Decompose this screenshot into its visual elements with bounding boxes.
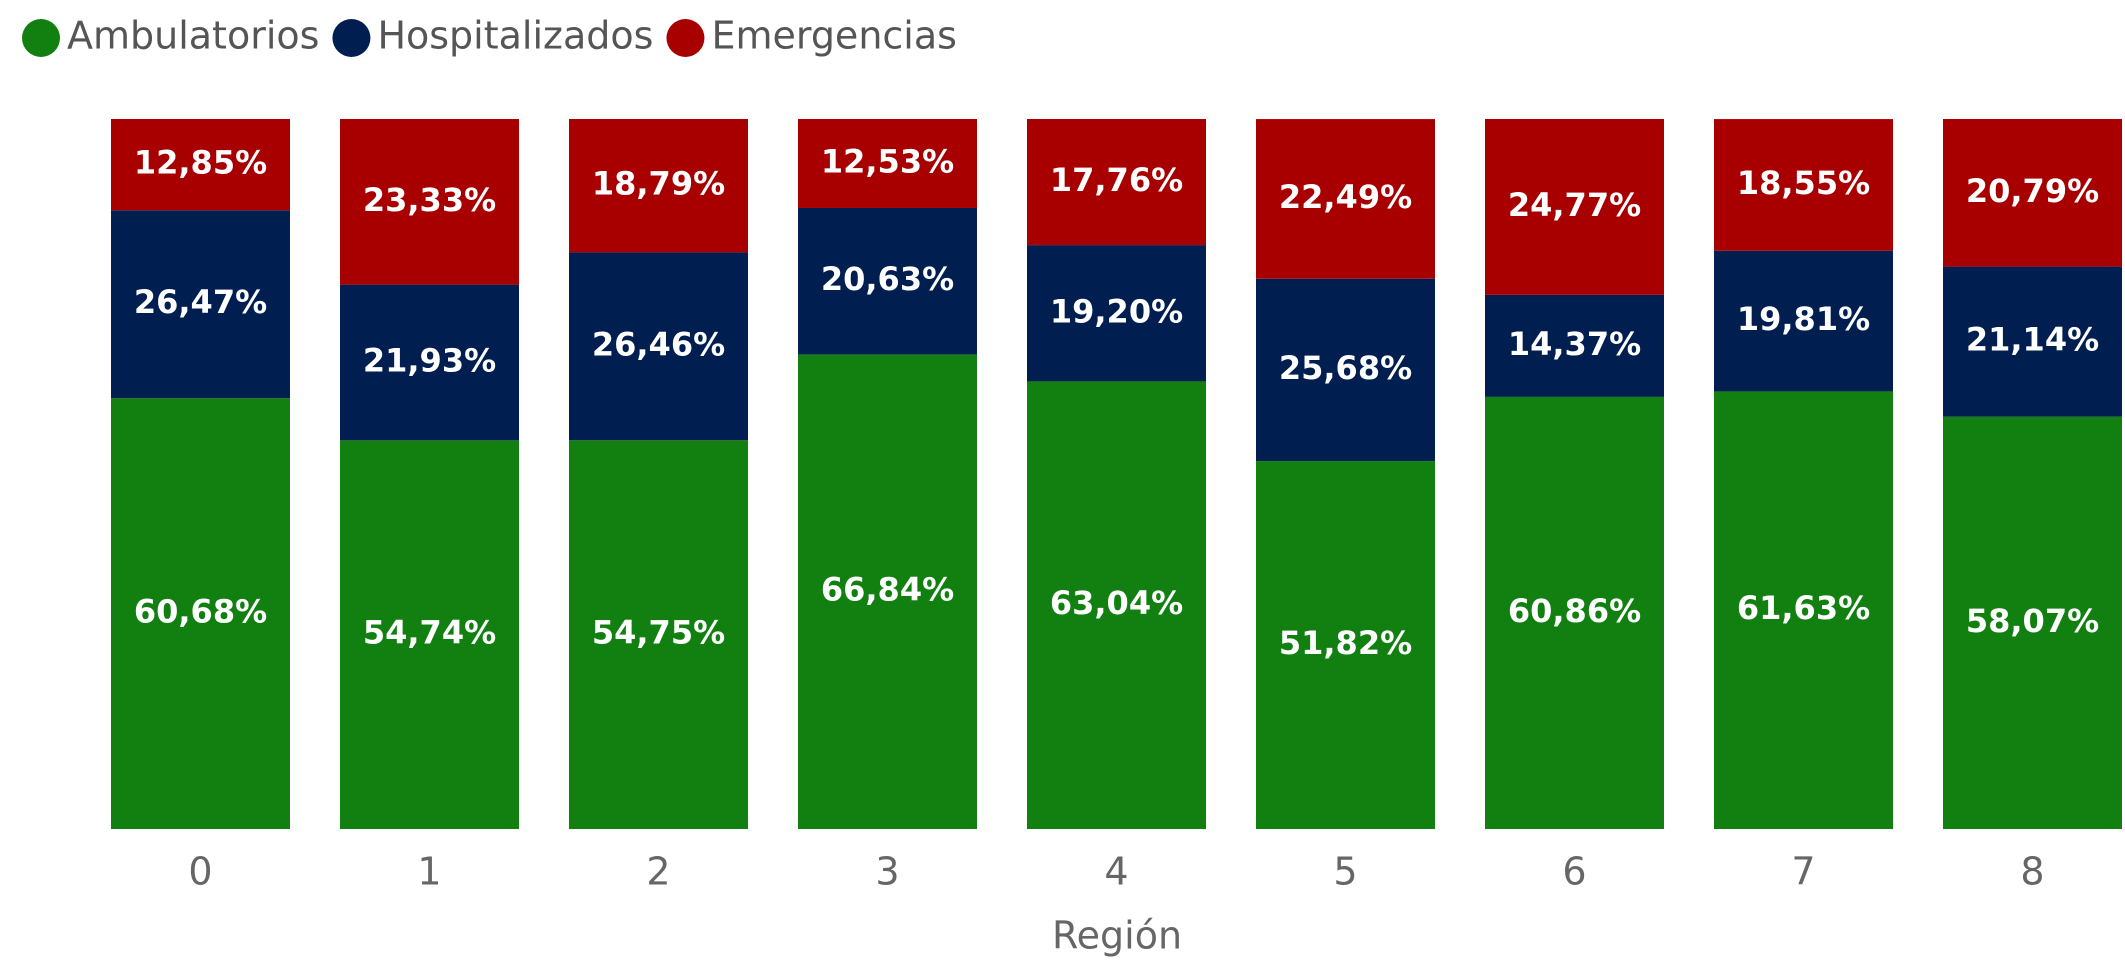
data-label: 19,20% [1050,292,1183,330]
bar-segment [1256,461,1435,829]
data-label: 21,14% [1966,321,2099,359]
data-label: 63,04% [1050,584,1183,622]
legend-label: Emergencias [711,14,956,58]
bar-segment [1714,250,1893,392]
data-label: 58,07% [1966,602,2099,640]
bar-segment [111,119,290,211]
data-label: 60,86% [1508,592,1641,630]
data-label: 17,76% [1050,161,1183,199]
x-tick-label: 2 [646,850,670,894]
bar-segment [340,440,519,829]
data-label: 54,75% [592,614,725,652]
data-label: 12,85% [134,144,267,182]
bar-segment [1714,391,1893,829]
data-label: 25,68% [1279,349,1412,387]
data-label: 54,74% [363,614,496,652]
x-tick-label: 0 [188,850,212,894]
bar-segment [1485,294,1664,397]
bar-segment [1485,396,1664,829]
bar-segment [798,354,977,829]
bar-segment [569,119,748,253]
data-label: 21,93% [363,341,496,379]
bar-segment [1714,119,1893,251]
bar-segment [1256,278,1435,462]
x-tick-label: 8 [2020,850,2044,894]
bar-segment [798,119,977,208]
x-tick-label: 4 [1104,850,1128,894]
bar-segment [1027,119,1206,246]
x-tick-label: 5 [1333,850,1357,894]
data-label: 14,37% [1508,325,1641,363]
x-tick-label: 6 [1562,850,1586,894]
x-tick-label: 1 [417,850,441,894]
bar-segment [1943,119,2122,267]
data-label: 51,82% [1279,624,1412,662]
data-label: 60,68% [134,593,267,631]
data-label: 61,63% [1737,589,1870,627]
bar-segment [1943,416,2122,829]
bar-segment [1485,119,1664,295]
bar-segment [1027,381,1206,829]
data-label: 20,63% [821,260,954,298]
x-tick-label: 3 [875,850,899,894]
data-label: 22,49% [1279,178,1412,216]
data-label: 18,55% [1737,164,1870,202]
x-axis-title: Región [1052,914,1182,958]
bar-segment [1027,245,1206,382]
bar-segment [1256,119,1435,279]
data-label: 19,81% [1737,300,1870,338]
data-label: 24,77% [1508,186,1641,224]
data-label: 26,46% [592,325,725,363]
bar-segment [111,398,290,829]
legend-swatch [332,19,371,57]
legend-swatch [666,19,705,57]
bar-segment [111,210,290,399]
data-label: 18,79% [592,165,725,203]
data-label: 12,53% [821,142,954,180]
data-label: 20,79% [1966,172,2099,210]
data-label: 23,33% [363,181,496,219]
legend-label: Ambulatorios [67,14,319,58]
data-label: 26,47% [134,283,267,321]
bar-segment [569,440,748,829]
bar-segment [798,207,977,355]
x-tick-label: 7 [1791,850,1815,894]
data-label: 66,84% [821,571,954,609]
bar-segment [569,252,748,441]
bar-segment [340,284,519,441]
legend-swatch [22,19,60,57]
bar-segment [340,119,519,285]
bar-segment [1943,266,2122,417]
legend-label: Hospitalizados [377,14,653,58]
